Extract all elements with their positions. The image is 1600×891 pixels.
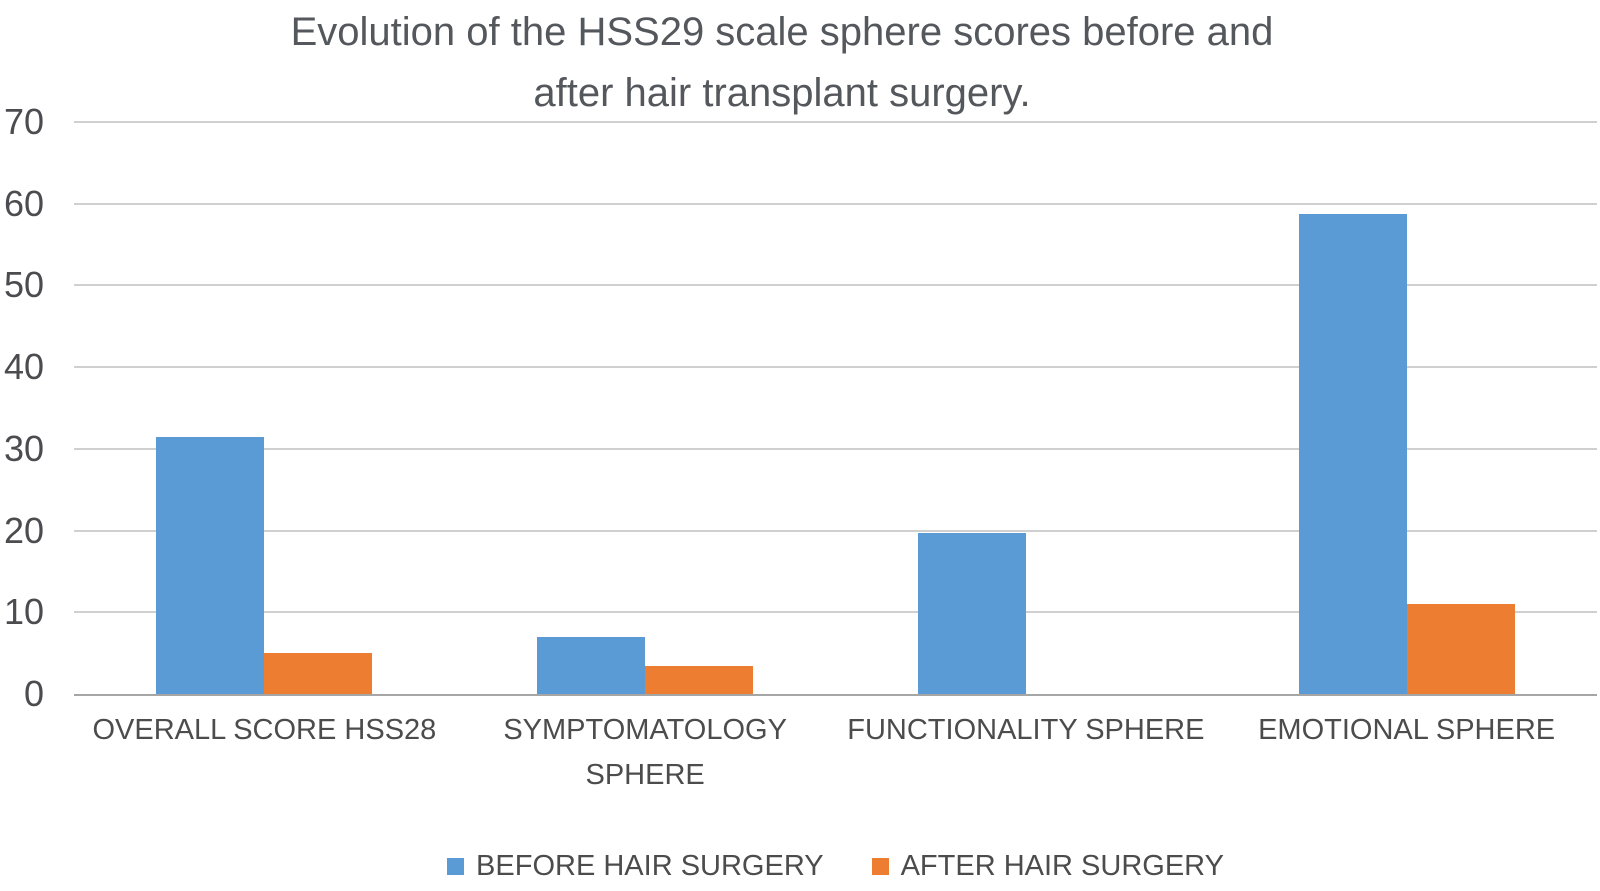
bar-after-hair-surgery (264, 653, 373, 694)
bar-before-hair-surgery (917, 533, 1026, 694)
x-category-label: OVERALL SCORE HSS28 (92, 714, 437, 746)
y-axis: 0 10 20 30 40 50 60 70 (0, 0, 46, 891)
legend-label: BEFORE HAIR SURGERY (476, 849, 824, 882)
gridline (74, 529, 1597, 532)
y-tick-label: 40 (3, 346, 44, 388)
y-tick-label: 30 (3, 427, 44, 469)
legend-item: BEFORE HAIR SURGERY (447, 850, 824, 883)
bar-before-hair-surgery (1298, 214, 1407, 694)
chart-legend: BEFORE HAIR SURGERY AFTER HAIR SURGERY (74, 846, 1597, 886)
gridline (74, 447, 1597, 450)
gridline (74, 121, 1597, 123)
y-tick-label: 50 (3, 264, 44, 306)
x-category-label: EMOTIONAL SPHERE (1258, 714, 1556, 746)
y-tick-label: 70 (3, 101, 44, 142)
bar-after-hair-surgery (645, 666, 754, 694)
legend-item: AFTER HAIR SURGERY (871, 849, 1224, 883)
legend-label: AFTER HAIR SURGERY (900, 849, 1224, 882)
y-tick-label: 0 (23, 673, 44, 714)
x-category-label: SYMPTOMATOLOGY SPHERE (503, 714, 787, 791)
bar-after-hair-surgery (1406, 604, 1515, 694)
x-category-label: FUNCTIONALITY SPHERE (847, 714, 1205, 746)
bar-before-hair-surgery (156, 437, 265, 694)
gridline (74, 202, 1597, 205)
bar-before-hair-surgery (537, 636, 646, 694)
gridline (74, 284, 1597, 287)
y-tick-label: 10 (3, 591, 44, 633)
y-tick-label: 20 (3, 509, 44, 551)
gridline (74, 366, 1597, 369)
y-tick-label: 60 (3, 182, 44, 224)
plot-area (74, 121, 1597, 696)
legend-swatch-icon (447, 857, 465, 875)
chart-title: Evolution of the HSS29 scale sphere scor… (290, 10, 1274, 115)
legend-swatch-icon (871, 857, 889, 875)
gridline (74, 611, 1597, 614)
